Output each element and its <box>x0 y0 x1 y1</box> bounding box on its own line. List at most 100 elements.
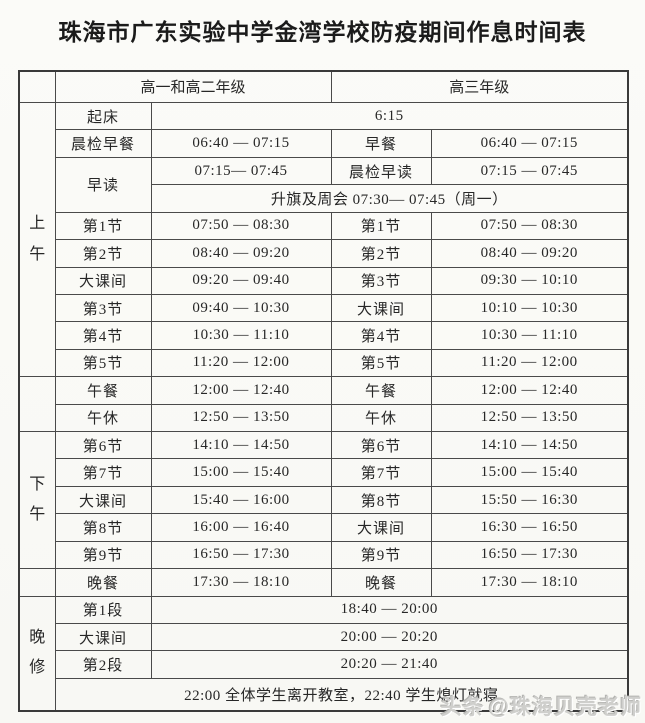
time-cell: 07:15 — 07:45 <box>430 156 629 186</box>
row-label-cell: 第5节 <box>330 348 432 378</box>
table-row-morning-break: 大课间 09:20 — 09:40 第3节 09:30 — 10:10 <box>19 266 629 295</box>
time-cell: 06:40 — 07:15 <box>150 129 332 158</box>
table-row-evening-break: 大课间 20:00 — 20:20 <box>19 622 629 652</box>
time-cell: 15:00 — 15:40 <box>150 458 332 487</box>
row-label-cell: 第9节 <box>330 540 432 570</box>
table-row-evening-session1: 晚修 第1段 18:40 — 20:00 <box>18 595 629 712</box>
row-label-cell: 第4节 <box>54 321 152 350</box>
row-label-cell: 第3节 <box>330 266 432 295</box>
flag-raising-cell: 升旗及周会 07:30— 07:45（周一） <box>150 184 629 213</box>
time-cell: 07:15— 07:45 <box>150 156 332 186</box>
table-row-period2: 第2节 08:40 — 09:20 第2节 08:40 — 09:20 <box>19 239 629 268</box>
row-label-cell: 起床 <box>54 101 152 131</box>
table-row-period7: 第7节 15:00 — 15:40 第7节 15:00 — 15:40 <box>19 458 629 487</box>
time-cell: 06:40 — 07:15 <box>430 129 629 158</box>
row-label-cell: 大课间 <box>330 293 432 323</box>
section-label-morning: 上午 <box>18 101 56 378</box>
time-cell: 15:50 — 16:30 <box>430 485 629 515</box>
table-row-morning-reading: 早读 07:15— 07:45 晨检早读 07:15 — 07:45 <box>19 156 629 213</box>
timetable: 高一和高二年级 高三年级 上午 起床 6:15 晨检早餐 06:40 — 07:… <box>18 70 630 712</box>
time-cell: 11:20 — 12:00 <box>430 348 629 378</box>
row-label-cell: 第9节 <box>54 540 152 570</box>
time-cell: 09:40 — 10:30 <box>150 293 332 323</box>
header-corner-cell <box>18 70 56 103</box>
table-row-flag-raising: 升旗及周会 07:30— 07:45（周一） <box>19 184 629 213</box>
table-row-period6: 下午 第6节 14:10 — 14:50 第6节 14:10 — 14:50 <box>18 431 629 570</box>
row-label-cell: 大课间 <box>54 485 152 515</box>
table-row-dinner: 晚餐 17:30 — 18:10 晚餐 17:30 — 18:10 <box>18 568 629 597</box>
time-cell: 10:10 — 10:30 <box>430 293 629 323</box>
time-cell: 18:40 — 20:00 <box>150 595 629 625</box>
section-evening-text: 晚修 <box>29 628 46 677</box>
row-label-cell: 午休 <box>54 403 152 433</box>
table-row-noon-rest: 午休 12:50 — 13:50 午休 12:50 — 13:50 <box>19 403 629 433</box>
row-label-cell: 第2节 <box>54 239 152 268</box>
row-label-cell: 第2段 <box>54 650 152 679</box>
time-cell: 12:00 — 12:40 <box>150 376 332 405</box>
time-cell: 17:30 — 18:10 <box>430 568 629 597</box>
table-row-evening-session2: 第2段 20:20 — 21:40 <box>19 650 629 679</box>
section-afternoon-text: 下午 <box>29 475 46 524</box>
row-label-cell: 大课间 <box>54 266 152 295</box>
table-row-morning-check-breakfast: 晨检早餐 06:40 — 07:15 早餐 06:40 — 07:15 <box>19 129 629 158</box>
row-label-cell: 第1段 <box>54 595 152 625</box>
row-label-cell: 午餐 <box>330 376 432 405</box>
time-cell: 10:30 — 11:10 <box>150 321 332 350</box>
row-label-cell: 第6节 <box>330 431 432 460</box>
time-cell: 17:30 — 18:10 <box>150 568 332 597</box>
row-label-cell: 第8节 <box>330 485 432 515</box>
time-cell: 12:00 — 12:40 <box>430 376 629 405</box>
header-grade-3: 高三年级 <box>330 70 629 103</box>
section-spacer-noon <box>18 376 56 433</box>
row-label-cell: 晨检早读 <box>330 156 432 186</box>
section-spacer-dinner <box>18 568 56 597</box>
table-row-period8: 第8节 16:00 — 16:40 大课间 16:30 — 16:50 <box>19 513 629 542</box>
time-cell: 12:50 — 13:50 <box>430 403 629 433</box>
lights-out-note: 22:00 全体学生离开教室，22:40 学生熄灯就寝 <box>54 677 629 712</box>
table-row-lunch: 午餐 12:00 — 12:40 午餐 12:00 — 12:40 <box>18 376 629 433</box>
row-label-cell: 早餐 <box>330 129 432 158</box>
time-cell: 07:50 — 08:30 <box>430 211 629 241</box>
row-label-cell: 第2节 <box>330 239 432 268</box>
header-grade-1-2: 高一和高二年级 <box>54 70 332 103</box>
time-cell: 07:50 — 08:30 <box>150 211 332 241</box>
row-label-cell: 大课间 <box>330 513 432 542</box>
time-cell: 16:30 — 16:50 <box>430 513 629 542</box>
row-label-cell: 晚餐 <box>330 568 432 597</box>
table-row-period4: 第4节 10:30 — 11:10 第4节 10:30 — 11:10 <box>19 321 629 350</box>
table-row-afternoon-break: 大课间 15:40 — 16:00 第8节 15:50 — 16:30 <box>19 485 629 515</box>
time-cell: 14:10 — 14:50 <box>150 431 332 460</box>
table-row-period1: 第1节 07:50 — 08:30 第1节 07:50 — 08:30 <box>19 211 629 241</box>
time-cell: 16:00 — 16:40 <box>150 513 332 542</box>
row-label-cell: 第6节 <box>54 431 152 460</box>
time-cell: 16:50 — 17:30 <box>430 540 629 570</box>
row-label-cell: 午餐 <box>54 376 152 405</box>
row-label-cell: 大课间 <box>54 622 152 652</box>
time-cell: 14:10 — 14:50 <box>430 431 629 460</box>
time-cell: 15:40 — 16:00 <box>150 485 332 515</box>
row-label-cell: 早读 <box>54 156 152 213</box>
row-label-cell: 第4节 <box>330 321 432 350</box>
table-row-period5: 第5节 11:20 — 12:00 第5节 11:20 — 12:00 <box>19 348 629 378</box>
table-row-period9: 第9节 16:50 — 17:30 第9节 16:50 — 17:30 <box>19 540 629 570</box>
time-cell: 6:15 <box>150 101 629 131</box>
time-cell: 09:30 — 10:10 <box>430 266 629 295</box>
row-label-cell: 晨检早餐 <box>54 129 152 158</box>
row-label-cell: 午休 <box>330 403 432 433</box>
row-label-cell: 第7节 <box>330 458 432 487</box>
section-label-evening: 晚修 <box>18 595 56 712</box>
table-row-period3: 第3节 09:40 — 10:30 大课间 10:10 — 10:30 <box>19 293 629 323</box>
time-cell: 20:20 — 21:40 <box>150 650 629 679</box>
table-row-wakeup: 上午 起床 6:15 <box>18 101 629 378</box>
time-cell: 09:20 — 09:40 <box>150 266 332 295</box>
time-cell: 16:50 — 17:30 <box>150 540 332 570</box>
row-label-cell: 晚餐 <box>54 568 152 597</box>
row-label-cell: 第7节 <box>54 458 152 487</box>
section-label-afternoon: 下午 <box>18 431 56 570</box>
table-header-row: 高一和高二年级 高三年级 <box>18 70 629 103</box>
row-label-cell: 第1节 <box>330 211 432 241</box>
time-cell: 08:40 — 09:20 <box>150 239 332 268</box>
table-row-lights-out-note: 22:00 全体学生离开教室，22:40 学生熄灯就寝 <box>19 677 629 712</box>
time-cell: 15:00 — 15:40 <box>430 458 629 487</box>
